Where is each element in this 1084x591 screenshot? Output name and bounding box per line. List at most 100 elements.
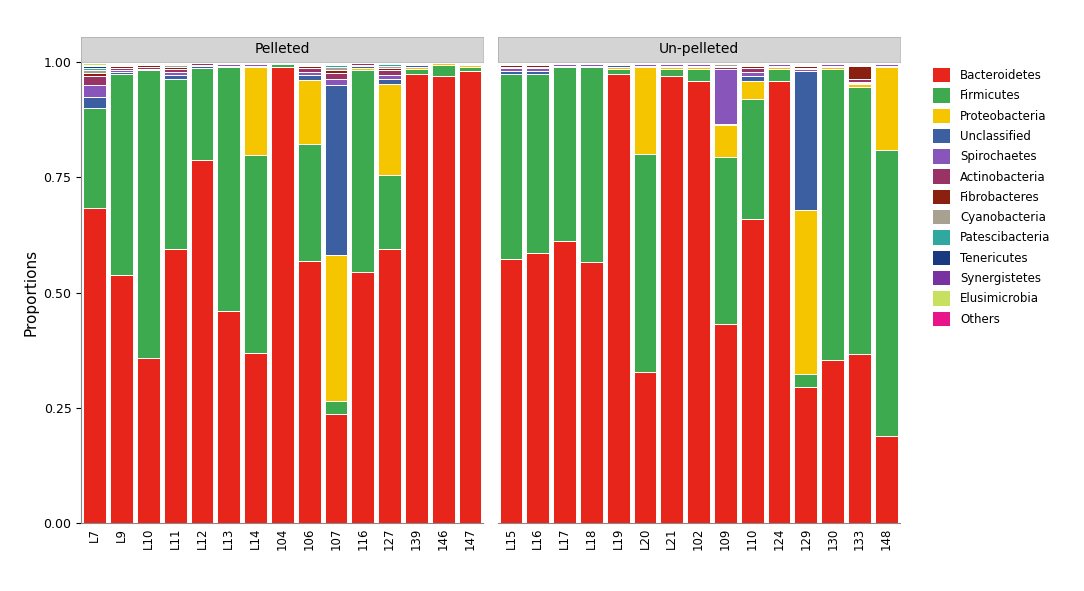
Bar xyxy=(795,210,817,374)
Bar xyxy=(527,69,550,71)
Bar xyxy=(83,67,106,70)
Bar xyxy=(324,73,347,79)
Bar xyxy=(634,154,657,372)
Bar xyxy=(83,108,106,209)
Bar xyxy=(740,64,763,65)
Bar xyxy=(378,64,401,66)
Bar xyxy=(405,63,428,64)
Bar xyxy=(848,64,870,65)
Bar xyxy=(875,63,898,64)
Bar xyxy=(875,64,898,66)
Bar xyxy=(500,67,522,69)
Bar xyxy=(83,66,106,67)
Bar xyxy=(83,73,106,76)
Bar xyxy=(244,155,267,353)
Bar xyxy=(111,275,133,523)
Bar xyxy=(378,249,401,523)
Bar xyxy=(351,63,374,65)
Bar xyxy=(244,67,267,155)
Bar xyxy=(298,144,321,261)
Bar xyxy=(607,65,630,67)
Bar xyxy=(660,76,683,523)
Bar xyxy=(164,65,186,67)
Bar xyxy=(687,66,710,67)
Bar xyxy=(83,62,106,63)
Bar xyxy=(298,72,321,76)
Bar xyxy=(848,66,870,79)
Bar xyxy=(164,76,186,79)
Text: Pelleted: Pelleted xyxy=(255,43,310,56)
Bar xyxy=(795,69,817,71)
Bar xyxy=(634,66,657,67)
Bar xyxy=(740,99,763,219)
Bar xyxy=(580,262,603,523)
Bar xyxy=(111,74,133,275)
Bar xyxy=(875,67,898,150)
Bar xyxy=(848,65,870,66)
Bar xyxy=(459,64,481,65)
Bar xyxy=(527,71,550,74)
Bar xyxy=(795,64,817,65)
Bar xyxy=(244,66,267,67)
Bar xyxy=(324,401,347,414)
Bar xyxy=(740,65,763,66)
Bar xyxy=(553,66,576,67)
Bar xyxy=(191,63,214,65)
Bar xyxy=(740,76,763,81)
Bar xyxy=(111,67,133,70)
Bar xyxy=(137,358,159,523)
Bar xyxy=(634,64,657,66)
Bar xyxy=(459,65,481,67)
Bar xyxy=(244,63,267,64)
Bar xyxy=(500,65,522,67)
Bar xyxy=(378,70,401,75)
Bar xyxy=(500,258,522,523)
Bar xyxy=(607,64,630,65)
Bar xyxy=(137,67,159,69)
Bar xyxy=(634,372,657,523)
Bar xyxy=(405,65,428,67)
Bar xyxy=(527,74,550,253)
Bar xyxy=(580,63,603,64)
Bar xyxy=(378,84,401,176)
Bar xyxy=(378,79,401,84)
Bar xyxy=(164,64,186,65)
Bar xyxy=(191,65,214,66)
Legend: Bacteroidetes, Firmicutes, Proteobacteria, Unclassified, Spirochaetes, Actinobac: Bacteroidetes, Firmicutes, Proteobacteri… xyxy=(932,68,1050,326)
Bar xyxy=(351,272,374,523)
Bar xyxy=(324,85,347,255)
Bar xyxy=(191,160,214,523)
Bar xyxy=(137,69,159,70)
Bar xyxy=(553,63,576,64)
Bar xyxy=(83,65,106,66)
Bar xyxy=(164,67,186,69)
Bar xyxy=(271,67,294,523)
Bar xyxy=(822,66,844,67)
Bar xyxy=(164,79,186,249)
Bar xyxy=(298,66,321,68)
Bar xyxy=(687,63,710,64)
Bar xyxy=(459,72,481,523)
Bar xyxy=(324,62,347,63)
Bar xyxy=(848,82,870,83)
Bar xyxy=(137,65,159,67)
Bar xyxy=(298,261,321,523)
Bar xyxy=(740,72,763,76)
Bar xyxy=(767,81,790,523)
Bar xyxy=(607,73,630,523)
Bar xyxy=(795,65,817,66)
Bar xyxy=(660,69,683,76)
Bar xyxy=(740,68,763,72)
Bar xyxy=(553,67,576,241)
Bar xyxy=(324,67,347,70)
Bar xyxy=(848,354,870,523)
Bar xyxy=(527,65,550,67)
Bar xyxy=(83,209,106,523)
Bar xyxy=(767,66,790,67)
Bar xyxy=(767,63,790,64)
Bar xyxy=(795,387,817,523)
Bar xyxy=(875,150,898,436)
Bar xyxy=(875,66,898,67)
Bar xyxy=(795,71,817,210)
Bar xyxy=(580,64,603,66)
